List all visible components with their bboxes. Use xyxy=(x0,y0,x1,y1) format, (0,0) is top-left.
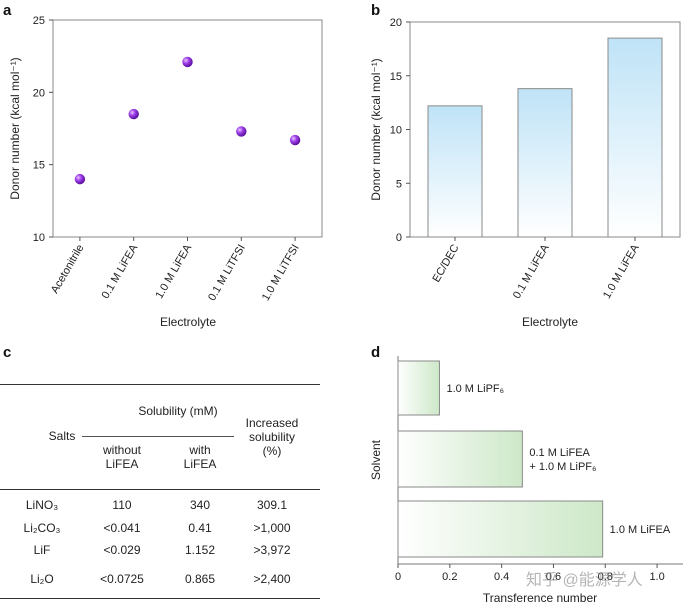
chart-a-scatter: 10 15 20 25 Acetonitrile 0.1 M LiFEA 1.0 M LiF… xyxy=(8,15,323,329)
cell-increased: 309.1 xyxy=(256,498,288,512)
data-point xyxy=(236,126,247,137)
cell-with: 340 xyxy=(189,498,211,512)
bar xyxy=(427,105,483,238)
data-point xyxy=(182,56,193,68)
panel-letter-d: d xyxy=(371,344,381,361)
bar xyxy=(397,360,440,416)
x-tick-label: 1.0 M LiFEA xyxy=(601,242,642,301)
cell-without: <0.0725 xyxy=(100,572,144,586)
bar xyxy=(397,430,523,488)
header-solubility: Solubility (mM) xyxy=(138,404,218,418)
header-salts: Salts xyxy=(48,429,76,443)
y-tick-label: 10 xyxy=(390,125,402,137)
bar-label: + 1.0 M LiPF₆ xyxy=(529,461,596,473)
y-tick-label: 0 xyxy=(396,232,402,244)
cell-with: 0.41 xyxy=(188,521,212,535)
y-tick-label: 10 xyxy=(33,232,45,244)
cell-without: <0.041 xyxy=(103,521,141,535)
x-tick-label: 1.0 xyxy=(649,571,664,583)
x-tick-label: 0 xyxy=(395,571,401,583)
y-tick-label: 20 xyxy=(33,87,45,99)
x-axis-label: Transference number xyxy=(483,591,597,605)
header-without-line2: LiFEA xyxy=(105,457,139,471)
table-bottom-rule xyxy=(0,598,320,599)
bar-label: 1.0 M LiPF₆ xyxy=(446,383,504,395)
header-increased-line2: solubility xyxy=(248,430,296,444)
panel-letter-c: c xyxy=(3,344,12,361)
cell-increased: >1,000 xyxy=(253,521,291,535)
bar xyxy=(517,88,573,238)
data-point xyxy=(128,108,139,120)
x-tick-label: 0.1 M LiTFSI xyxy=(206,242,248,303)
bar-label: 1.0 M LiFEA xyxy=(610,524,671,536)
x-tick-label: EC/DEC xyxy=(430,242,461,284)
data-point xyxy=(289,134,301,146)
panel-letter-b: b xyxy=(371,2,381,19)
header-with-line1: with xyxy=(189,443,211,457)
cell-salt: LiNO₃ xyxy=(25,498,59,512)
chart-b-bar: 0 5 10 15 20 EC/DEC 0.1 M LiFEA 1.0 M LiFEA Elec… xyxy=(369,17,681,329)
bar xyxy=(607,37,663,238)
x-axis-label: Electrolyte xyxy=(160,315,216,329)
y-axis-label: Donor number (kcal mol⁻¹) xyxy=(8,57,22,199)
table-header-rule xyxy=(0,489,320,490)
x-tick-label: 0.4 xyxy=(494,571,509,583)
cell-increased: >3,972 xyxy=(253,543,291,557)
y-tick-label: 15 xyxy=(390,71,402,83)
cell-salt: Li₂O xyxy=(30,572,54,586)
table-top-rule xyxy=(0,384,320,385)
y-tick-label: 15 xyxy=(33,160,45,172)
cell-salt: LiF xyxy=(33,543,51,557)
y-tick-label: 25 xyxy=(33,15,45,27)
solubility-rule xyxy=(82,436,234,437)
x-tick-label: 0.6 xyxy=(546,571,561,583)
plot-frame xyxy=(52,19,323,238)
y-axis-label: Donor number (kcal mol⁻¹) xyxy=(369,58,383,200)
x-tick-label: Acetonitrile xyxy=(49,243,87,296)
header-with-line2: LiFEA xyxy=(183,457,217,471)
y-tick-label: 20 xyxy=(390,17,402,29)
cell-increased: >2,400 xyxy=(253,572,291,586)
header-increased-line3: (%) xyxy=(262,444,282,458)
cell-salt: Li₂CO₃ xyxy=(23,521,61,535)
cell-with: 0.865 xyxy=(184,572,216,586)
watermark: 知乎 @能源学人 xyxy=(526,572,643,589)
cell-with: 1.152 xyxy=(184,543,216,557)
header-without-line1: without xyxy=(102,443,142,457)
x-tick-label: 1.0 M LiFEA xyxy=(153,242,194,301)
y-tick-label: 5 xyxy=(396,178,402,190)
cell-without: <0.029 xyxy=(103,543,141,557)
x-tick-label: 1.0 M LiTFSI xyxy=(260,243,302,304)
x-axis-label: Electrolyte xyxy=(522,315,578,329)
x-tick-label: 0.1 M LiFEA xyxy=(100,242,141,301)
cell-without: 110 xyxy=(112,498,132,512)
x-tick-label: 0.8 xyxy=(598,571,613,583)
x-tick-label: 0.2 xyxy=(442,571,457,583)
bar xyxy=(397,500,604,558)
chart-d-hbar: 0 0.2 0.4 0.6 0.8 1.0 1.0 M LiPF₆ 0.1 M LiFEA + … xyxy=(369,356,683,605)
x-tick-label: 0.1 M LiFEA xyxy=(511,242,552,301)
panel-letter-a: a xyxy=(3,2,12,19)
y-axis-label: Solvent xyxy=(369,439,383,480)
data-point xyxy=(74,173,86,185)
bar-label: 0.1 M LiFEA xyxy=(529,447,590,459)
header-increased-line1: Increased xyxy=(245,416,299,430)
